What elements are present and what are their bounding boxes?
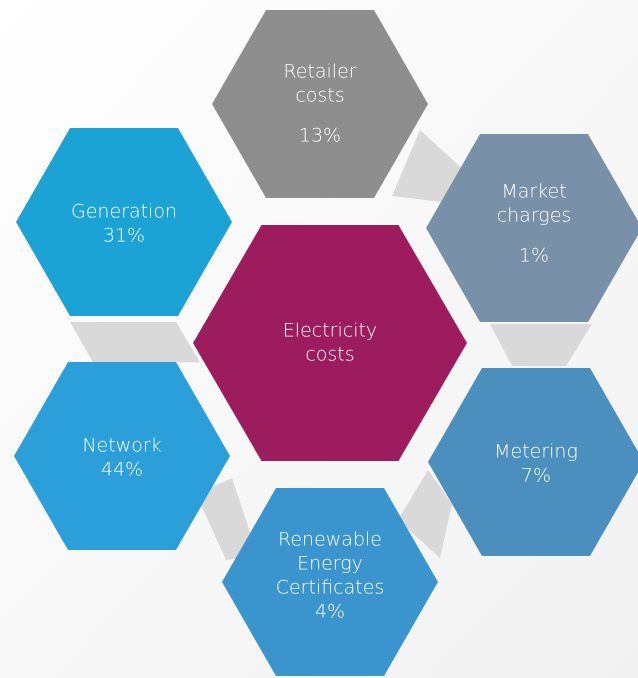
node-label: costs (295, 85, 344, 107)
node-value: 13% (299, 125, 341, 147)
node-label: Generation (71, 201, 177, 223)
node-label: Market (501, 181, 566, 203)
node-label: Certificates (276, 577, 385, 599)
node-value: 1% (519, 245, 549, 267)
node-label: Retailer (283, 61, 356, 83)
hexagon (14, 362, 230, 550)
node-label: charges (497, 205, 572, 227)
hexagon (193, 225, 467, 461)
hexagon (426, 134, 638, 322)
connectors (70, 130, 592, 560)
node-label: Metering (494, 441, 578, 463)
connector (196, 478, 258, 560)
connector (70, 322, 200, 364)
node-value: 31% (103, 225, 145, 247)
center-label: costs (305, 344, 354, 366)
center-label: Electricity (283, 320, 377, 342)
hexagon (212, 10, 428, 198)
node-label: Network (82, 435, 161, 457)
hexagon (428, 368, 638, 556)
hexagon (16, 128, 232, 316)
connector (490, 324, 592, 366)
connector (392, 130, 466, 202)
node-value: 4% (315, 601, 345, 623)
node-label: Renewable (278, 529, 382, 551)
connector (398, 470, 452, 558)
hexagon (222, 488, 438, 676)
node-label: Energy (297, 553, 363, 575)
node-value: 44% (101, 459, 143, 481)
node-value: 7% (521, 465, 551, 487)
